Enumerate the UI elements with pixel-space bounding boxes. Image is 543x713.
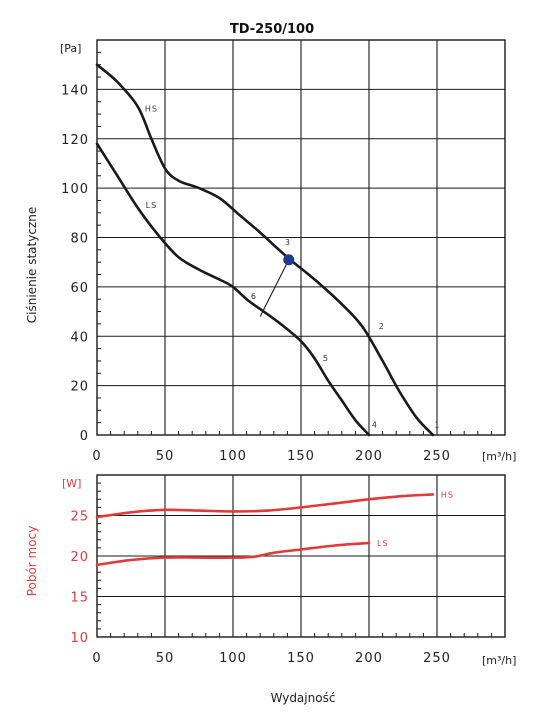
pressure-y-tick-label: 0: [80, 429, 89, 444]
power-series-label-hs: HS: [441, 490, 454, 499]
power-x-tick-label: 200: [355, 651, 383, 666]
pressure-axis-label: Ciśnienie statyczne: [25, 207, 39, 323]
power-curve-ls: [95, 541, 371, 567]
point-label-3: 3: [285, 238, 290, 247]
pressure-curves: [95, 63, 435, 437]
pressure-y-tick-label: 60: [70, 281, 89, 296]
working-point-marker: [283, 254, 295, 266]
system-line: [259, 259, 290, 317]
curve-label-ls: LS: [146, 201, 158, 210]
power-y-tick-label: 25: [70, 510, 89, 525]
pressure-y-tick-label: 80: [70, 232, 89, 247]
power-curves: HS LS: [95, 490, 454, 567]
power-x-tick-label: 0: [92, 651, 101, 666]
pressure-y-tick-label: 120: [61, 133, 89, 148]
point-label-6: 6: [251, 292, 256, 301]
power-y-tick-label: 20: [70, 550, 89, 565]
point-label-5: 5: [323, 354, 328, 363]
pressure-x-tick-label: 150: [287, 449, 315, 464]
power-grid: 0 50 100 150 200 250 10 15 20 25: [70, 474, 506, 666]
power-x-unit-label: [m³/h]: [482, 654, 516, 667]
pressure-x-tick-label: 0: [92, 449, 101, 464]
power-axis-label: Pobór mocy: [25, 526, 39, 597]
pressure-x-tick-label: 200: [355, 449, 383, 464]
power-x-tick-label: 100: [219, 651, 247, 666]
pressure-y-tick-label: 40: [70, 330, 89, 345]
point-label-4: 4: [372, 421, 377, 430]
power-x-tick-label: 50: [156, 651, 175, 666]
pressure-x-tick-label: 250: [423, 449, 451, 464]
pressure-curve-hs: [95, 63, 435, 437]
pressure-y-tick-label: 140: [61, 83, 89, 98]
point-label-2: 2: [379, 322, 384, 331]
pressure-x-unit-label: [m³/h]: [482, 450, 516, 463]
chart-title: TD-250/100: [230, 22, 314, 37]
power-series-label-ls: LS: [377, 539, 389, 548]
x-axis-label: Wydajność: [271, 691, 336, 705]
power-y-tick-label: 15: [70, 591, 89, 606]
power-unit-label: [W]: [62, 477, 81, 490]
pressure-grid: 0 50 100 150 200 250 0 20 40 60 80 100 120 140: [61, 39, 506, 464]
pressure-unit-label: [Pa]: [60, 42, 81, 55]
power-y-tick-label: 10: [70, 631, 89, 646]
power-curve-hs: [95, 493, 435, 519]
pressure-y-tick-label: 20: [70, 380, 89, 395]
pressure-y-tick-label: 100: [61, 182, 89, 197]
point-label-1: 1: [434, 421, 439, 430]
pressure-curve-ls: [95, 142, 371, 437]
curve-label-hs: HS: [145, 105, 158, 114]
pressure-annotations: 1 2 3 4 5 6 HS LS: [145, 105, 440, 430]
pressure-x-tick-label: 50: [156, 449, 175, 464]
power-x-tick-label: 250: [423, 651, 451, 666]
power-x-tick-label: 150: [287, 651, 315, 666]
pressure-x-tick-label: 100: [219, 449, 247, 464]
